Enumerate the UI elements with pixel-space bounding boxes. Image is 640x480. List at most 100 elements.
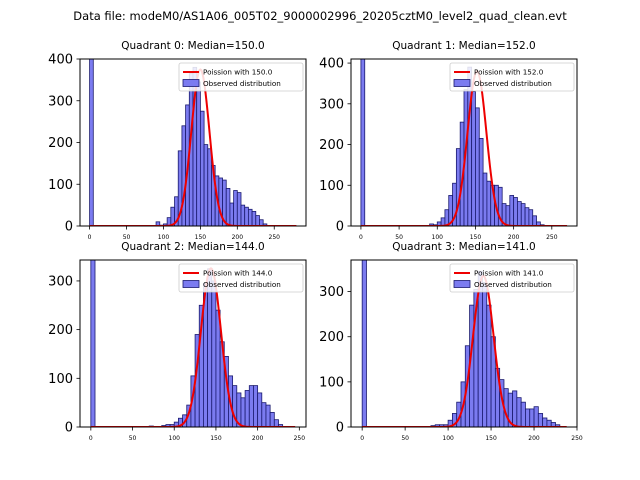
histogram-bar [211,280,217,427]
legend-bar-swatch [453,280,471,288]
x-tick-label: 50 [129,435,137,442]
y-tick-label: 200 [319,138,344,153]
y-tick-label: 0 [336,421,344,436]
x-tick-label: 100 [169,435,181,442]
histogram-bar [215,309,221,427]
y-tick-label: 400 [48,53,73,68]
histogram-bar [203,144,209,226]
x-tick-label: 200 [508,234,520,241]
histogram-bar [505,205,511,226]
histogram-bar [278,424,284,427]
histogram-bar [360,59,366,226]
histogram-bar [524,207,530,226]
y-tick-label: 100 [319,375,344,390]
histogram-bar [516,397,522,427]
histogram-bar [244,390,250,427]
y-tick-label: 100 [48,372,73,387]
histogram-bar [207,268,213,427]
histogram-bar [512,390,518,427]
x-tick-label: 50 [401,435,409,442]
legend-line-label: Poission with 150.0 [203,68,273,77]
histogram-bar [259,219,264,226]
legend-line-label: Poission with 144.0 [203,269,273,278]
x-tick-label: 200 [232,234,244,241]
x-tick-label: 0 [360,435,364,442]
x-tick-label: 150 [210,435,222,442]
y-tick-label: 400 [319,57,344,72]
histogram-bar [240,204,246,226]
histogram-bar [555,424,561,427]
x-tick-label: 250 [269,234,281,241]
histogram-bar [255,215,260,226]
chart-title: Quadrant 0: Median=150.0 [121,40,264,52]
y-tick-label: 300 [48,274,73,289]
histogram-bar [478,138,484,226]
poisson-curve [90,267,296,427]
histogram-bar [236,192,242,226]
histogram-bar [471,91,476,226]
histogram-bar [486,180,492,226]
histogram-bar [273,419,279,427]
histogram-bar [513,197,518,226]
histogram-bar [207,148,212,226]
histogram-bar [196,81,201,226]
legend: Poission with 152.0 Observed distribution [449,62,575,92]
histogram-bar [225,188,231,226]
histogram-bar [361,260,367,427]
quadrant-1-chart: Quadrant 1: Median=152.0 0 50 100 150 200 250 0… [319,40,578,241]
y-tick-label: 100 [319,179,344,194]
legend-bar-swatch [182,280,200,288]
y-tick-label: 0 [65,220,73,235]
histogram-bar [525,408,531,427]
chart-title: Quadrant 3: Median=141.0 [392,241,535,253]
histogram-bar [89,59,94,226]
x-tick-label: 200 [252,435,264,442]
axes-frame [350,259,578,428]
x-tick-label: 250 [546,234,558,241]
histogram-bar [269,411,275,427]
histogram-bar [482,172,488,226]
histogram-bar [520,401,526,427]
y-tick-label: 300 [48,94,73,109]
y-tick-label: 0 [336,220,344,235]
histogram-bar [533,406,539,427]
legend-bar-label: Observed distribution [203,280,281,289]
plot-area [90,260,296,427]
y-tick-label: 200 [48,323,73,338]
legend-bar-label: Observed distribution [474,79,552,88]
histogram-bar [537,413,544,427]
histogram-bar [233,190,238,226]
x-tick-label: 200 [528,435,540,442]
y-tick-label: 100 [48,178,73,193]
histogram-bar [528,209,534,226]
histogram-bar [546,419,552,427]
histogram-bar [265,404,271,427]
y-tick-label: 200 [48,136,73,151]
x-tick-label: 100 [432,234,444,241]
histogram-bar [240,397,246,427]
legend-frame [449,62,575,92]
quadrant-3-chart: Quadrant 3: Median=141.0 0 50 100 150 200 250 0… [319,241,583,442]
histogram-bar [90,260,96,427]
legend-line-label: Poission with 152.0 [474,68,544,77]
axes-frame [79,259,307,428]
histogram-bar [475,107,480,226]
histogram-bar [244,206,249,226]
x-tick-label: 250 [294,435,306,442]
histogram-bar [509,195,515,226]
histogram-bar [248,385,254,427]
histogram-bar [253,385,259,427]
quadrant-0-chart: Quadrant 0: Median=150.0 0 50 100 150 200 250 0… [48,40,307,241]
x-tick-label: 100 [442,435,454,442]
legend: Poission with 141.0 Observed distribution [449,263,575,293]
legend-frame [178,263,304,293]
legend-bar-label: Observed distribution [203,79,281,88]
chart-title: Quadrant 2: Median=144.0 [121,241,264,253]
histogram-bar [482,282,488,427]
histogram-bar [532,215,537,226]
y-tick-label: 300 [319,97,344,112]
x-tick-label: 150 [195,234,207,241]
x-tick-label: 50 [123,234,131,241]
x-tick-label: 0 [89,435,93,442]
